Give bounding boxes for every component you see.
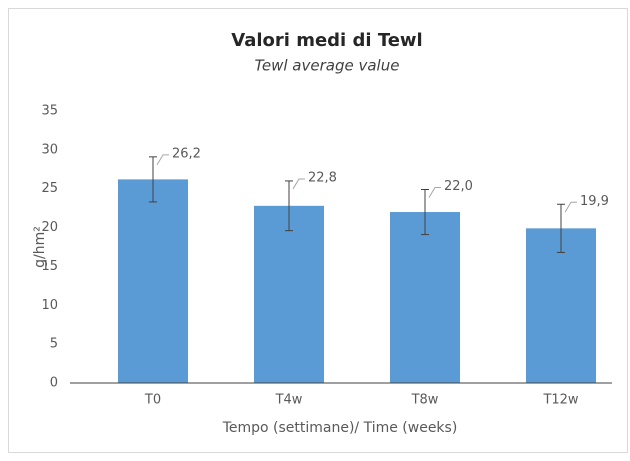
y-tick-label: 0 <box>50 376 58 391</box>
label-leader <box>564 201 577 213</box>
x-tick-label: T12w <box>542 393 578 408</box>
bar <box>254 205 324 383</box>
data-label: 22,0 <box>444 179 473 194</box>
bar <box>390 212 460 383</box>
y-tick-label: 25 <box>41 181 58 196</box>
y-tick-label: 20 <box>41 220 58 235</box>
y-tick-label: 30 <box>41 142 58 157</box>
data-label: 19,9 <box>580 194 609 209</box>
bar <box>118 179 188 383</box>
y-tick-label: 15 <box>41 259 58 274</box>
label-leader <box>156 154 169 166</box>
data-label: 22,8 <box>308 170 337 185</box>
data-label: 26,2 <box>172 146 201 161</box>
bar <box>526 228 596 383</box>
label-leader <box>292 178 305 190</box>
y-tick-label: 35 <box>41 104 58 119</box>
y-tick-label: 5 <box>50 337 58 352</box>
label-leader <box>428 186 441 198</box>
chart-title: Valori medi di Tewl <box>231 30 422 51</box>
y-axis-label: g/hm² <box>32 226 48 268</box>
chart-subtitle: Tewl average value <box>255 57 400 75</box>
x-axis-label: Tempo (settimane)/ Time (weeks) <box>222 420 458 436</box>
x-tick-label: T8w <box>411 393 439 408</box>
x-tick-label: T0 <box>144 393 161 408</box>
y-tick-label: 10 <box>41 298 58 313</box>
x-tick-label: T4w <box>275 393 303 408</box>
